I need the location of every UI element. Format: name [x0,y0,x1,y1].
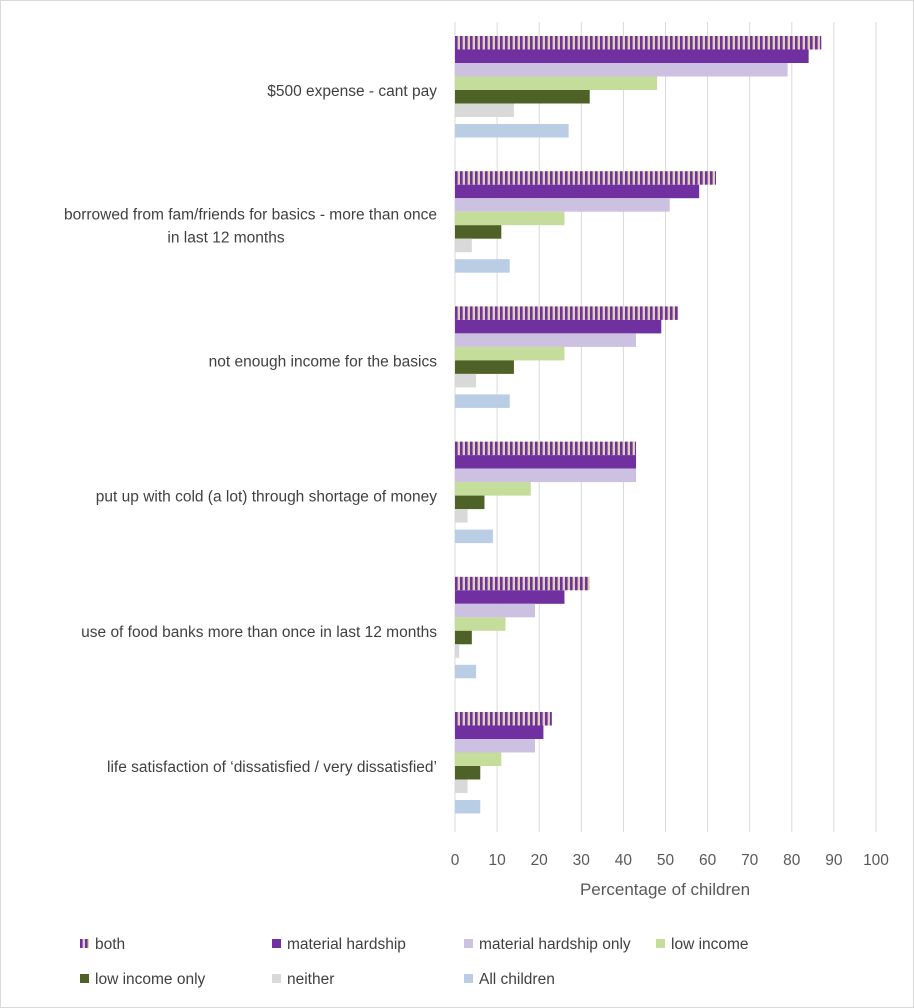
legend-swatch [80,974,89,983]
x-tick-label: 20 [531,852,549,869]
category-label: borrowed from fam/friends for basics - m… [64,207,437,247]
bar [455,238,472,253]
bar [455,800,481,814]
bar [455,394,510,408]
legend-label: low income only [95,971,206,988]
bar [455,198,670,212]
x-tick-label: 80 [783,852,801,869]
x-tick-label: 30 [573,852,591,869]
gridlines [454,22,877,832]
bar [455,346,565,361]
bar [455,766,481,780]
bar [455,259,510,273]
legend-label: both [95,936,125,953]
x-tick-label: 40 [615,852,633,869]
legend-swatch [656,939,665,948]
bar [455,63,788,77]
bar [455,103,514,117]
legend-label: material hardship [287,936,406,953]
bar [455,211,565,226]
bar [455,509,468,523]
bar [455,441,637,456]
bar [455,76,658,90]
bar [455,171,717,185]
bar [455,712,552,726]
bar [455,630,472,645]
bar [455,482,531,496]
legend-label: low income [671,936,749,953]
x-tick-label: 90 [825,852,843,869]
legend: both material hardship material hardship o… [80,936,749,988]
category-label: life satisfaction of ‘dissatisfied / ver… [107,759,437,776]
category-labels: $500 expense - cant pay borrowed from fam… [64,83,437,776]
x-tick-label: 70 [741,852,759,869]
bar [455,455,637,469]
x-axis-title: Percentage of children [580,880,750,899]
category-label: use of food banks more than once in last… [81,624,437,641]
legend-swatch [272,939,281,948]
bar [455,576,590,591]
bar [455,529,493,544]
bar [455,333,637,347]
bar [455,184,700,199]
bar [455,49,809,63]
x-tick-label: 0 [451,852,460,869]
legend-label: All children [479,971,555,988]
bar [455,725,544,739]
x-tick-label: 60 [699,852,717,869]
bar [455,644,460,658]
category-label: not enough income for the basics [209,353,438,370]
legend-swatch [464,939,473,948]
legend-swatch [272,974,281,983]
x-tick-label: 100 [863,852,889,869]
bar [455,752,502,766]
category-label: $500 expense - cant pay [267,83,437,100]
bar [455,319,662,334]
legend-swatch [80,939,89,948]
bar [455,90,590,104]
category-label: put up with cold (a lot) through shortag… [96,489,437,506]
bar [455,495,485,510]
bar [455,590,565,604]
legend-label: material hardship only [479,936,631,953]
x-tick-label: 50 [657,852,675,869]
x-tick-label: 10 [488,852,506,869]
bar [455,306,679,320]
legend-swatch [464,974,473,983]
x-tick-labels: 0 10 20 30 40 50 60 70 80 90 100 [451,852,890,869]
bar [455,664,477,679]
bar [455,739,535,753]
legend-label: neither [287,971,334,988]
bar [455,779,468,793]
bar [455,225,502,239]
bars [455,36,822,814]
bar [455,36,822,50]
bar [455,124,569,138]
bar [455,468,637,483]
bar [455,617,506,631]
bar [455,360,514,374]
bar [455,603,535,618]
bar [455,373,477,388]
